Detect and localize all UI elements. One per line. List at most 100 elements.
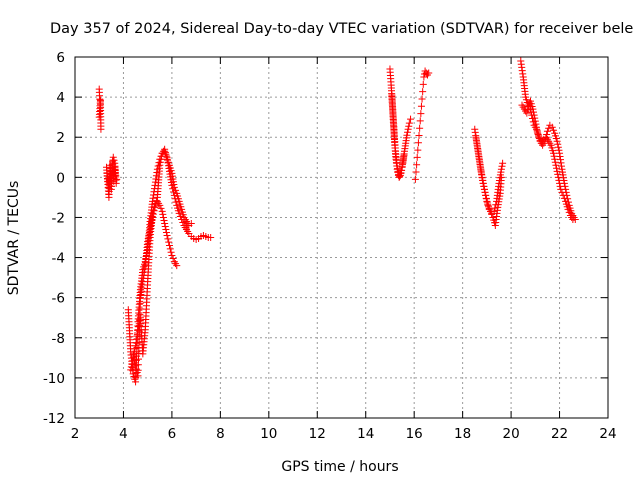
plot-frame (74, 56, 609, 419)
y-tick-label: 2 (56, 130, 65, 146)
data-point (554, 170, 562, 178)
data-point (127, 363, 135, 371)
data-point (481, 188, 489, 196)
data-point (545, 124, 553, 132)
data-point (552, 161, 560, 169)
data-point (551, 155, 559, 163)
data-point (535, 133, 543, 141)
data-point (149, 213, 157, 221)
x-tick-label: 20 (502, 426, 519, 442)
data-point (525, 99, 533, 107)
data-point (144, 238, 152, 246)
data-point (484, 201, 492, 209)
x-tick-label: 18 (454, 426, 471, 442)
data-point (175, 209, 183, 217)
data-point (156, 158, 164, 166)
data-point (187, 219, 195, 227)
axes (74, 56, 609, 419)
x-axis-label: GPS time / hours (281, 459, 398, 475)
data-point (156, 161, 164, 169)
data-point (127, 366, 135, 374)
data-point (404, 128, 412, 136)
data-point (529, 118, 537, 126)
data-point (398, 166, 406, 174)
data-point (172, 186, 180, 194)
data-point (482, 195, 490, 203)
data-point (417, 110, 425, 118)
data-point (132, 365, 140, 373)
data-point (413, 153, 421, 161)
x-tick-label: 10 (260, 426, 277, 442)
y-tick-label: 4 (56, 90, 65, 106)
data-point (151, 203, 159, 211)
data-point (482, 191, 490, 199)
data-point (163, 155, 171, 163)
data-point (162, 225, 170, 233)
data-point (414, 146, 422, 154)
x-tick-label: 14 (357, 426, 374, 442)
data-point (407, 115, 415, 123)
data-point (553, 167, 561, 175)
x-tick-label: 2 (71, 426, 80, 442)
data-point (543, 127, 551, 135)
data-point (128, 360, 136, 368)
x-tick-label: 6 (168, 426, 177, 442)
data-point (159, 210, 167, 218)
data-point (416, 117, 424, 125)
data-point (144, 235, 152, 243)
data-point (415, 132, 423, 140)
data-point (418, 95, 426, 103)
data-point (394, 167, 402, 175)
data-point (528, 115, 536, 123)
data-point (553, 137, 561, 145)
data-point (145, 231, 153, 239)
data-point (158, 207, 166, 215)
data-point (526, 105, 534, 113)
data-point (130, 356, 138, 364)
data-point (149, 210, 157, 218)
y-tick-label: -10 (43, 371, 65, 387)
data-point (165, 242, 173, 250)
data-point (411, 175, 419, 183)
data-point (523, 109, 531, 117)
data-point (97, 125, 105, 133)
data-point (131, 345, 139, 353)
y-tick-label: -12 (43, 411, 65, 427)
data-point (145, 228, 153, 236)
data-point (554, 143, 562, 151)
data-point (96, 96, 104, 104)
data-point (160, 216, 168, 224)
data-point (412, 168, 420, 176)
data-point (398, 163, 406, 171)
data-point (569, 215, 577, 223)
data-point (548, 123, 556, 131)
data-point (159, 213, 167, 221)
data-point (405, 122, 413, 130)
data-point (148, 216, 156, 224)
data-point (483, 198, 491, 206)
y-tick-label: -6 (52, 291, 65, 307)
data-point (146, 225, 154, 233)
data-point (557, 185, 565, 193)
data-point (560, 194, 568, 202)
data-point (555, 176, 563, 184)
data-point (497, 173, 505, 181)
data-point (420, 70, 428, 78)
data-point (416, 124, 424, 132)
data-point (163, 231, 171, 239)
data-point (162, 228, 170, 236)
chart-title: Day 357 of 2024, Sidereal Day-to-day VTE… (50, 21, 633, 37)
data-point (161, 219, 169, 227)
y-axis-label: SDTVAR / TECUs (6, 181, 22, 296)
data-point (485, 204, 493, 212)
data-point (565, 208, 573, 216)
data-point (404, 125, 412, 133)
data-point (106, 173, 114, 181)
data-point (164, 158, 172, 166)
data-point (147, 219, 155, 227)
data-point (150, 207, 158, 215)
y-tick-label: 6 (56, 50, 65, 66)
data-point (161, 222, 169, 230)
